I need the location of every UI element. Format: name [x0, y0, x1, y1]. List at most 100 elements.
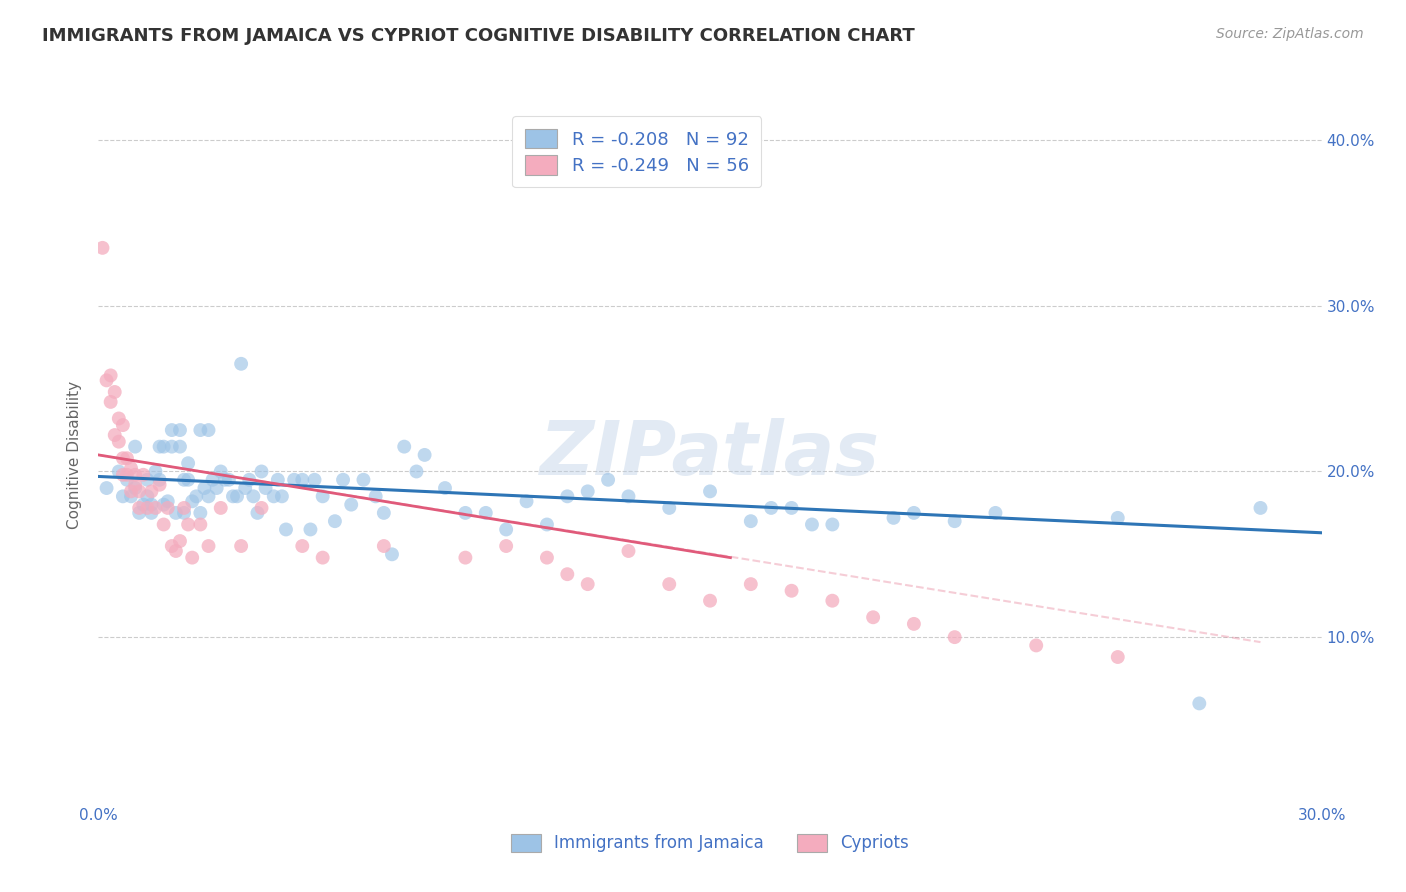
Point	[413, 448, 436, 462]
Point	[111, 467, 134, 482]
Text: IMMIGRANTS FROM JAMAICA VS CYPRIOT COGNITIVE DISABILITY CORRELATION CHART: IMMIGRANTS FROM JAMAICA VS CYPRIOT COGNI…	[42, 27, 915, 45]
Point	[160, 440, 183, 454]
Point	[214, 473, 236, 487]
Point	[557, 489, 579, 503]
Point	[801, 517, 824, 532]
Point	[862, 610, 884, 624]
Point	[340, 498, 363, 512]
Point	[536, 550, 558, 565]
Point	[434, 481, 457, 495]
Point	[381, 547, 404, 561]
Point	[124, 467, 146, 482]
Point	[263, 489, 285, 503]
Point	[536, 517, 558, 532]
Point	[405, 465, 427, 479]
Point	[186, 489, 208, 503]
Point	[617, 489, 640, 503]
Point	[761, 500, 783, 515]
Point	[373, 539, 395, 553]
Point	[149, 440, 172, 454]
Point	[392, 440, 416, 454]
Point	[576, 484, 599, 499]
Point	[128, 506, 150, 520]
Point	[104, 384, 127, 399]
Point	[132, 467, 155, 482]
Point	[120, 461, 142, 475]
Point	[780, 583, 803, 598]
Point	[124, 477, 146, 491]
Point	[883, 511, 905, 525]
Point	[699, 593, 721, 607]
Point	[108, 465, 131, 479]
Point	[100, 395, 122, 409]
Point	[177, 517, 200, 532]
Point	[299, 523, 322, 537]
Point	[658, 500, 681, 515]
Point	[495, 539, 517, 553]
Point	[124, 440, 146, 454]
Point	[1107, 650, 1129, 665]
Point	[104, 428, 127, 442]
Point	[152, 498, 174, 512]
Point	[160, 423, 183, 437]
Point	[149, 477, 172, 491]
Point	[699, 484, 721, 499]
Point	[197, 489, 219, 503]
Point	[323, 514, 346, 528]
Point	[145, 500, 167, 515]
Point	[173, 473, 195, 487]
Point	[111, 418, 134, 433]
Point	[96, 481, 118, 495]
Point	[173, 500, 195, 515]
Point	[222, 489, 245, 503]
Point	[495, 523, 517, 537]
Point	[136, 489, 159, 503]
Point	[1188, 697, 1211, 711]
Point	[120, 484, 142, 499]
Point	[454, 506, 477, 520]
Point	[96, 373, 118, 387]
Point	[169, 534, 191, 549]
Point	[312, 489, 335, 503]
Point	[141, 506, 163, 520]
Point	[124, 481, 146, 495]
Point	[291, 539, 314, 553]
Point	[132, 498, 155, 512]
Point	[156, 494, 179, 508]
Point	[165, 506, 187, 520]
Point	[197, 539, 219, 553]
Point	[274, 523, 297, 537]
Point	[115, 467, 138, 482]
Point	[120, 489, 142, 503]
Point	[108, 434, 131, 449]
Point	[111, 489, 134, 503]
Point	[984, 506, 1007, 520]
Point	[238, 473, 260, 487]
Point	[740, 577, 762, 591]
Point	[173, 506, 195, 520]
Point	[128, 484, 150, 499]
Point	[903, 616, 925, 631]
Point	[270, 489, 294, 503]
Point	[557, 567, 579, 582]
Point	[267, 473, 290, 487]
Point	[242, 489, 264, 503]
Point	[91, 241, 114, 255]
Point	[283, 473, 305, 487]
Point	[617, 544, 640, 558]
Point	[658, 577, 681, 591]
Point	[250, 465, 273, 479]
Point	[821, 517, 844, 532]
Text: Source: ZipAtlas.com: Source: ZipAtlas.com	[1216, 27, 1364, 41]
Point	[145, 465, 167, 479]
Point	[193, 481, 215, 495]
Point	[128, 500, 150, 515]
Point	[1249, 500, 1271, 515]
Point	[169, 440, 191, 454]
Point	[943, 514, 966, 528]
Point	[312, 550, 335, 565]
Point	[188, 506, 212, 520]
Point	[1025, 639, 1047, 653]
Point	[246, 506, 269, 520]
Point	[304, 473, 326, 487]
